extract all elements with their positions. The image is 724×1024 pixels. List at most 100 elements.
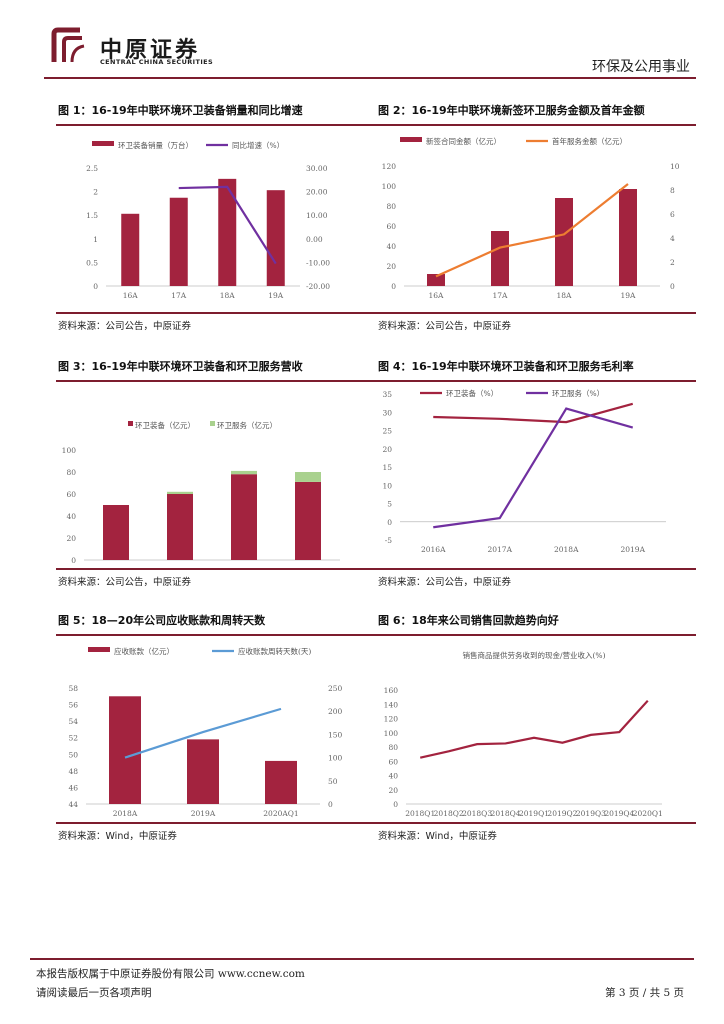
logo-text-en: CENTRAL CHINA SECURITIES xyxy=(100,58,214,66)
y-right-tick-label: 250 xyxy=(328,684,343,693)
y-tick-label: 25 xyxy=(382,427,392,436)
y-tick-label: 40 xyxy=(386,242,396,251)
bar xyxy=(167,494,193,560)
legend-label: 环卫装备（亿元） xyxy=(135,420,195,430)
figure-4: 图 4：16-19年中联环境环卫装备和环卫服务毛利率 环卫装备（%） 环卫服务（%… xyxy=(376,358,696,594)
y-tick-label: 1 xyxy=(93,235,98,244)
y-right-tick-label: 4 xyxy=(670,234,675,243)
y-tick-label: 2 xyxy=(93,188,98,197)
x-tick-label: 2020AQ1 xyxy=(263,809,298,818)
figure-3-chart: 环卫装备（亿元） 环卫服务（亿元） 0 20 40 60 80 100 2016A 2017A 20… xyxy=(62,420,340,566)
bar xyxy=(231,474,257,560)
x-tick-label: 2018Q1 xyxy=(405,809,435,818)
bar xyxy=(619,189,637,286)
y-tick-label: 40 xyxy=(66,512,76,521)
x-tick-label: 2017A xyxy=(487,545,512,554)
y-right-tick-label: 10 xyxy=(670,162,680,171)
x-tick-label: 2016A xyxy=(421,545,446,554)
legend-swatch xyxy=(128,421,133,426)
y-tick-label: 60 xyxy=(386,222,396,231)
y-tick-label: 100 xyxy=(62,446,77,455)
figure-5-chart: 应收账款（亿元） 应收账款周转天数(天) 44 46 48 50 52 54 56 58 0 50 10… xyxy=(68,646,343,818)
x-tick-label: 2019Q2 xyxy=(547,809,577,818)
y-tick-label: 40 xyxy=(388,772,398,781)
x-tick-label: 16A xyxy=(123,291,139,300)
y-tick-label: 80 xyxy=(386,202,396,211)
y-right-tick-label: 0 xyxy=(328,800,333,809)
figure-source: 资料来源：Wind，中原证券 xyxy=(378,831,497,842)
bar xyxy=(187,739,219,804)
series-line xyxy=(433,402,634,424)
x-tick-label: 18A xyxy=(220,291,236,300)
figure-title: 图 1：16-19年中联环境环卫装备销量和同比增速 xyxy=(58,104,303,117)
x-tick-label: 2019A xyxy=(620,545,645,554)
series-line xyxy=(124,707,282,759)
figure-source: 资料来源：公司公告，中原证券 xyxy=(58,321,192,332)
bar xyxy=(491,231,509,286)
header-divider xyxy=(44,77,696,79)
x-tick-label: 2019Q4 xyxy=(604,809,634,818)
figure-6-chart: 销售商品提供劳务收到的现金/营业收入(%) 0 20 40 60 80 100 120 140 1… xyxy=(384,650,663,818)
y-tick-label: 44 xyxy=(68,800,78,809)
bar xyxy=(109,696,141,804)
y-tick-label: 120 xyxy=(382,162,397,171)
y-right-tick-label: -10.00 xyxy=(306,258,330,267)
x-tick-label: 2018A xyxy=(554,545,579,554)
bar xyxy=(231,470,257,475)
y-right-tick-label: 20.00 xyxy=(306,188,328,197)
y-right-tick-label: 100 xyxy=(328,754,343,763)
series-line xyxy=(435,183,629,278)
y-tick-label: 140 xyxy=(384,700,399,709)
disclaimer-note: 请阅读最后一页各项声明 xyxy=(36,987,152,999)
x-tick-label: 2019A xyxy=(296,565,321,566)
figure-2-chart: 新签合同金额（亿元） 首年服务金额（亿元） 0 20 40 60 80 100 120 0 2 4 6 8… xyxy=(382,136,680,300)
x-tick-label: 2020Q1 xyxy=(633,809,663,818)
y-tick-label: 0 xyxy=(71,556,76,565)
figure-title: 图 3：16-19年中联环境环卫装备和环卫服务营收 xyxy=(58,360,303,373)
y-right-tick-label: 200 xyxy=(328,707,343,716)
series-line xyxy=(433,407,634,529)
bar xyxy=(427,274,445,286)
legend-label: 环卫装备（%） xyxy=(446,388,498,398)
figure-4-chart: 环卫装备（%） 环卫服务（%） -5 0 5 10 15 20 25 30 35 2016A 2017A… xyxy=(382,388,666,554)
bar xyxy=(266,190,285,286)
y-tick-label: 35 xyxy=(382,390,392,399)
logo-icon xyxy=(51,27,85,63)
bar xyxy=(295,472,321,482)
y-tick-label: 1.5 xyxy=(86,211,98,220)
bar xyxy=(555,198,573,286)
figure-title: 图 2：16-19年中联环境新签环卫服务金额及首年金额 xyxy=(378,104,645,117)
bar xyxy=(103,505,129,560)
y-right-tick-label: 30.00 xyxy=(306,164,328,173)
figure-title: 图 5：18—20年公司应收账款和周转天数 xyxy=(58,614,266,627)
y-tick-label: 30 xyxy=(382,408,392,417)
bar xyxy=(169,197,188,286)
y-right-tick-label: 150 xyxy=(328,730,343,739)
figure-3: 图 3：16-19年中联环境环卫装备和环卫服务营收 环卫装备（亿元） 环卫服务（亿… xyxy=(56,358,376,594)
y-tick-label: 50 xyxy=(68,750,78,759)
y-right-tick-label: 10.00 xyxy=(306,211,328,220)
y-right-tick-label: 0 xyxy=(670,282,675,291)
x-tick-label: 18A xyxy=(557,291,573,300)
x-tick-label: 16A xyxy=(429,291,445,300)
y-tick-label: 0 xyxy=(387,518,392,527)
y-right-tick-label: -20.00 xyxy=(306,282,330,291)
figure-title: 图 6：18年来公司销售回款趋势向好 xyxy=(378,614,559,627)
figure-source: 资料来源：公司公告，中原证券 xyxy=(58,577,192,588)
y-tick-label: 52 xyxy=(68,734,78,743)
x-tick-label: 17A xyxy=(171,291,187,300)
legend-label: 环卫服务（%） xyxy=(552,388,604,398)
figure-1: 图 1：16-19年中联环境环卫装备销量和同比增速 环卫装备销量（万台） 同比增速… xyxy=(56,102,376,338)
x-tick-label: 19A xyxy=(268,291,284,300)
y-tick-label: 20 xyxy=(66,534,76,543)
x-tick-label: 2017A xyxy=(168,565,193,566)
x-tick-label: 2018Q4 xyxy=(491,809,521,818)
y-tick-label: 20 xyxy=(388,786,398,795)
legend-swatch xyxy=(400,137,422,142)
x-tick-label: 17A xyxy=(493,291,509,300)
series-line xyxy=(178,185,277,265)
x-tick-label: 19A xyxy=(621,291,637,300)
y-right-tick-label: 8 xyxy=(670,186,675,195)
figure-source: 资料来源：Wind，中原证券 xyxy=(58,831,177,842)
y-tick-label: 120 xyxy=(384,715,399,724)
